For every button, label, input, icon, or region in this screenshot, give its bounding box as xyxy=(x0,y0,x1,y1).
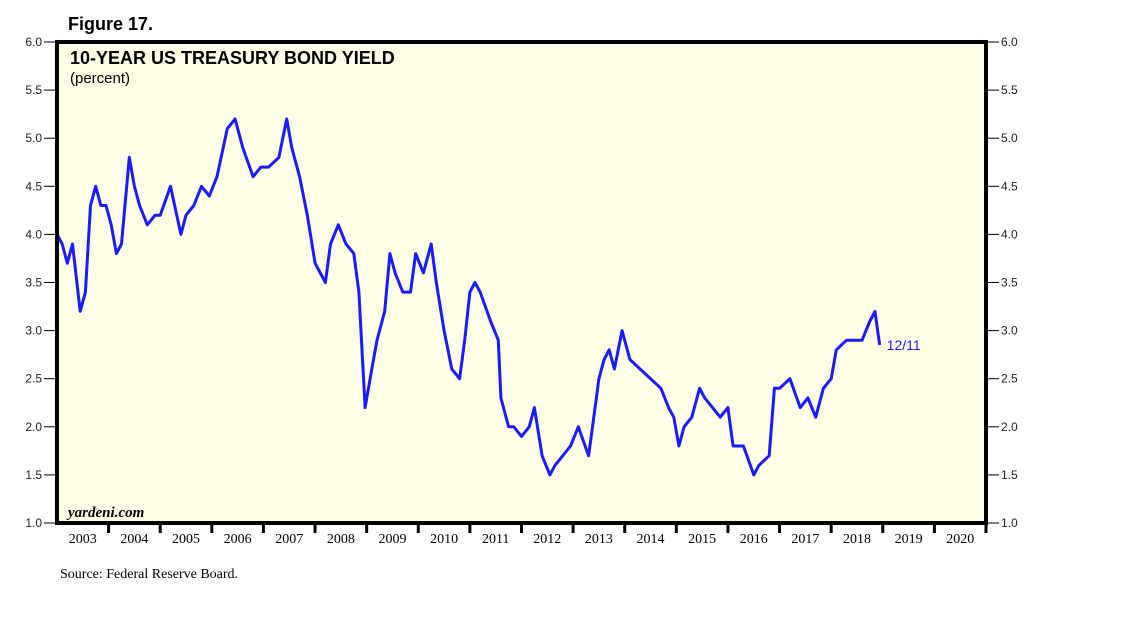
y-tick-label-right: 3.0 xyxy=(1001,324,1018,338)
x-tick-label: 2003 xyxy=(69,532,97,547)
x-tick-label: 2006 xyxy=(224,532,252,547)
y-tick-label-right: 2.5 xyxy=(1001,372,1018,386)
y-tick-label-left: 2.0 xyxy=(25,420,42,434)
y-tick-label-left: 2.5 xyxy=(25,372,42,386)
x-tick-label: 2013 xyxy=(585,532,613,547)
y-tick-label-left: 3.5 xyxy=(25,276,42,290)
y-tick-label-left: 5.0 xyxy=(25,131,42,145)
x-tick-label: 2008 xyxy=(327,532,355,547)
x-tick-label: 2012 xyxy=(533,532,561,547)
x-tick-label: 2019 xyxy=(895,532,923,547)
y-tick-label-left: 1.0 xyxy=(25,516,42,530)
x-tick-label: 2020 xyxy=(946,532,974,547)
y-tick-label-right: 4.0 xyxy=(1001,227,1018,241)
y-tick-label-right: 1.5 xyxy=(1001,468,1018,482)
end-label: 12/11 xyxy=(887,337,921,353)
chart-title: 10-YEAR US TREASURY BOND YIELD xyxy=(70,48,395,68)
y-tick-label-left: 4.5 xyxy=(25,179,42,193)
y-tick-label-right: 5.0 xyxy=(1001,131,1018,145)
x-tick-label: 2009 xyxy=(378,532,406,547)
x-tick-label: 2017 xyxy=(791,532,819,547)
x-tick-label: 2007 xyxy=(275,532,303,547)
x-tick-label: 2010 xyxy=(430,532,458,547)
plot-frame xyxy=(55,40,988,525)
x-tick-label: 2018 xyxy=(843,532,871,547)
y-tick-label-left: 5.5 xyxy=(25,83,42,97)
y-tick-label-left: 3.0 xyxy=(25,324,42,338)
yield-line xyxy=(55,117,882,477)
source-note: Source: Federal Reserve Board. xyxy=(60,567,238,582)
x-axis: 2003 2004 2005 2006 2007 2008 2009 2010 2011 2012… xyxy=(69,523,988,547)
y-tick-label-left: 6.0 xyxy=(25,35,42,49)
figure-label: Figure 17. xyxy=(68,14,153,34)
y-tick-label-right: 6.0 xyxy=(1001,35,1018,49)
x-tick-label: 2016 xyxy=(740,532,768,547)
y-tick-label-right: 1.0 xyxy=(1001,516,1018,530)
y-axes: 1.0 1.0 1.5 1.5 2.0 2.0 2.5 2.5 3.0 3.0 3.5 3.5 4.0 4… xyxy=(25,35,1018,530)
x-tick-label: 2005 xyxy=(172,532,200,547)
y-tick-label-right: 2.0 xyxy=(1001,420,1018,434)
plot-area xyxy=(57,42,986,523)
y-tick-label-right: 5.5 xyxy=(1001,83,1018,97)
chart-subtitle: (percent) xyxy=(70,70,130,87)
y-tick-label-right: 3.5 xyxy=(1001,276,1018,290)
x-tick-label: 2014 xyxy=(637,532,665,547)
y-tick-label-right: 4.5 xyxy=(1001,179,1018,193)
y-tick-label-left: 4.0 xyxy=(25,227,42,241)
x-tick-label: 2011 xyxy=(482,532,509,547)
y-tick-label-left: 1.5 xyxy=(25,468,42,482)
watermark: yardeni.com xyxy=(66,505,144,521)
x-tick-label: 2015 xyxy=(688,532,716,547)
x-tick-label: 2004 xyxy=(120,532,148,547)
